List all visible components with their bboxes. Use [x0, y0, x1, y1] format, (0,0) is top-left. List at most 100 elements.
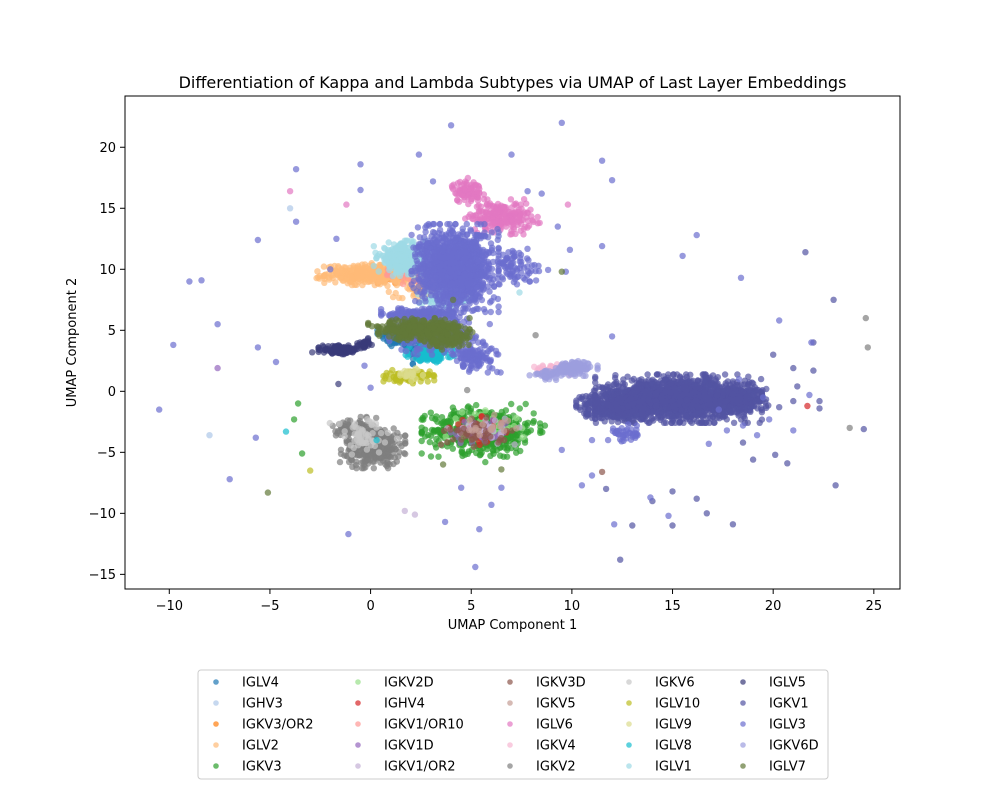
data-point: [433, 435, 440, 443]
data-point: [427, 409, 434, 416]
data-point: [476, 189, 483, 196]
data-point: [364, 431, 372, 439]
data-point: [282, 428, 290, 435]
data-point: [612, 372, 619, 379]
data-point: [530, 410, 537, 417]
data-point: [390, 425, 397, 432]
data-point: [373, 414, 380, 422]
data-point: [390, 460, 397, 468]
data-point: [384, 429, 392, 437]
data-point: [399, 280, 407, 288]
data-point: [412, 365, 419, 372]
data-point: [483, 414, 490, 421]
data-point: [397, 372, 404, 379]
data-point: [701, 371, 709, 378]
data-point: [402, 450, 409, 458]
data-point: [482, 458, 489, 466]
data-point: [354, 274, 362, 282]
data-point: [362, 264, 369, 271]
data-point: [399, 294, 406, 302]
data-point: [730, 419, 738, 426]
data-point: [517, 447, 524, 455]
data-point: [680, 419, 687, 426]
data-point: [530, 417, 537, 425]
data-point: [489, 447, 497, 454]
data-point: [408, 237, 415, 244]
data-point: [340, 344, 347, 352]
data-point: [401, 507, 408, 515]
data-point: [490, 219, 497, 226]
data-point: [334, 430, 341, 437]
data-point: [333, 267, 340, 275]
data-point: [536, 219, 543, 227]
data-point: [372, 249, 379, 256]
data-point: [564, 201, 572, 208]
data-point: [624, 373, 631, 380]
data-point: [349, 274, 356, 281]
data-point: [373, 255, 380, 262]
data-point: [398, 442, 405, 450]
data-point: [431, 373, 438, 380]
data-point: [294, 400, 302, 407]
data-point: [482, 407, 489, 414]
data-point: [298, 450, 306, 457]
data-point: [418, 450, 425, 457]
data-point: [516, 405, 523, 412]
data-point: [359, 281, 366, 289]
data-point: [431, 357, 438, 364]
data-point: [517, 220, 525, 227]
data-point: [682, 412, 690, 420]
data-point: [592, 373, 599, 381]
data-point: [380, 378, 387, 385]
data-point: [500, 453, 507, 460]
data-point: [455, 198, 463, 205]
data-point: [502, 223, 510, 230]
data-point: [388, 342, 395, 350]
data-point: [389, 293, 397, 301]
series-ighv3: [206, 205, 294, 439]
data-point: [337, 446, 345, 453]
data-point: [499, 419, 506, 426]
data-point: [702, 419, 709, 426]
data-point: [483, 201, 491, 208]
data-point: [498, 408, 505, 416]
data-point: [326, 419, 333, 427]
data-point: [527, 427, 535, 434]
data-point: [660, 373, 667, 380]
data-point: [457, 190, 464, 197]
data-point: [367, 452, 375, 460]
data-point: [532, 332, 539, 339]
data-point: [466, 426, 473, 434]
data-point: [473, 401, 480, 409]
data-point: [524, 224, 531, 231]
data-point: [521, 439, 529, 446]
data-point: [649, 415, 656, 422]
data-point: [476, 432, 483, 439]
data-point: [496, 437, 504, 444]
data-point: [467, 185, 475, 192]
data-point: [740, 413, 747, 420]
data-point: [465, 403, 472, 410]
data-point: [464, 386, 471, 394]
data-point: [509, 216, 516, 223]
data-point: [467, 211, 474, 218]
data-point: [465, 200, 472, 208]
data-point: [804, 402, 811, 410]
data-point: [419, 371, 427, 379]
data-point: [370, 262, 377, 270]
data-point: [389, 440, 396, 448]
data-point: [512, 230, 519, 238]
data-point: [745, 373, 752, 380]
data-point: [458, 409, 466, 416]
data-point: [286, 188, 294, 195]
data-point: [479, 421, 486, 428]
data-point: [383, 451, 390, 458]
data-point: [393, 435, 401, 442]
series-igkv1: [573, 249, 867, 563]
data-point: [357, 413, 364, 421]
data-point: [682, 371, 690, 378]
data-point: [458, 436, 465, 443]
data-point: [327, 347, 334, 354]
data-point: [388, 251, 395, 259]
